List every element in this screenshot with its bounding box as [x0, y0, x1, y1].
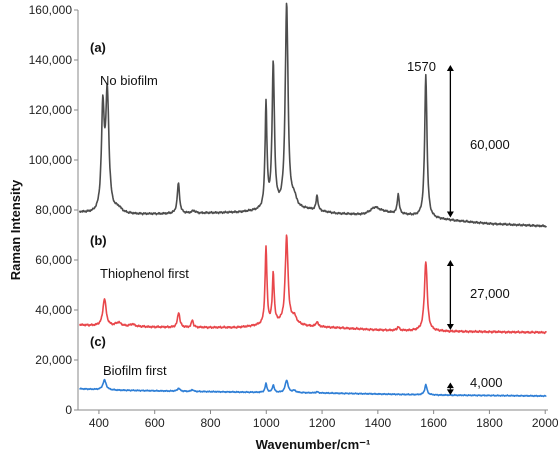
y-tick-label: 160,000	[29, 3, 73, 17]
arrow-60000-head-down	[446, 211, 454, 218]
plot-area: 400 600 800 1000 1200 1400 1600 1800 2000 0 20,00…	[29, 2, 558, 430]
x-tick-label: 1000	[253, 416, 280, 430]
x-tick-label: 2000	[532, 416, 558, 430]
arrow-27000-label: 27,000	[470, 286, 510, 301]
x-axis-title: Wavenumber/cm⁻¹	[256, 437, 371, 452]
y-tick-label: 0	[65, 403, 72, 417]
y-tick-label: 120,000	[29, 103, 73, 117]
y-tick-label: 60,000	[35, 253, 72, 267]
x-tick-label: 800	[200, 416, 220, 430]
series-line	[78, 2, 547, 228]
y-tick-label: 20,000	[35, 353, 72, 367]
x-tick-label: 1600	[420, 416, 447, 430]
arrow-4000-head-up	[446, 382, 454, 389]
arrow-60000-label: 60,000	[470, 137, 510, 152]
y-tick-label: 140,000	[29, 53, 73, 67]
series-line	[79, 234, 547, 335]
series-label-thiophenol-first: Thiophenol first	[100, 266, 189, 281]
panel-label-b: (b)	[90, 233, 107, 248]
y-tick-label: 80,000	[35, 203, 72, 217]
series-label-biofilm-first: Biofilm first	[103, 363, 167, 378]
x-ticks: 400 600 800 1000 1200 1400 1600 1800 2000	[89, 410, 558, 430]
x-tick-label: 1200	[309, 416, 336, 430]
series-group	[78, 2, 547, 398]
arrow-27000-head-up	[446, 260, 454, 266]
y-tick-label: 100,000	[29, 153, 73, 167]
y-ticks: 0 20,000 40,000 60,000 80,000 100,000 120,000 1…	[29, 3, 78, 417]
panel-label-a: (a)	[90, 40, 106, 55]
x-tick-label: 600	[145, 416, 165, 430]
arrow-60000-head-up	[446, 65, 454, 71]
x-tick-label: 400	[89, 416, 109, 430]
y-tick-label: 40,000	[35, 303, 72, 317]
peak-label-1570: 1570	[407, 59, 436, 74]
series-label-no-biofilm: No biofilm	[100, 73, 158, 88]
y-axis-title: Raman Intensity	[8, 179, 23, 280]
arrow-27000-head-down	[446, 324, 454, 330]
x-tick-label: 1800	[476, 416, 503, 430]
x-tick-label: 1400	[365, 416, 392, 430]
arrow-4000-label: 4,000	[470, 375, 503, 390]
panel-label-c: (c)	[90, 334, 106, 349]
arrow-4000-head-down	[446, 389, 454, 395]
series-line	[79, 378, 547, 398]
annotation-group: (a) No biofilm (b) Thiophenol first (c) Biofi…	[90, 40, 510, 395]
